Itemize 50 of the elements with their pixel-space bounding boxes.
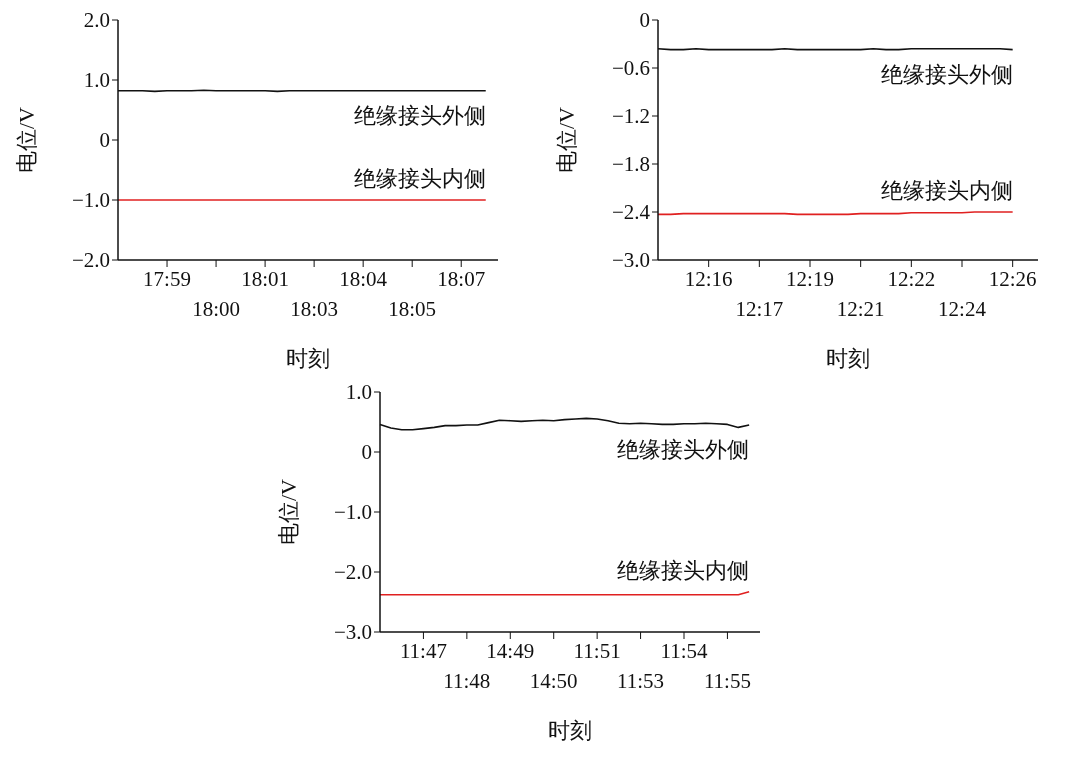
x-tick-label: 14:50 <box>529 669 578 693</box>
series-label: 绝缘接头内侧 <box>353 166 486 191</box>
series-label: 绝缘接头内侧 <box>617 557 750 583</box>
y-tick-label: −1.0 <box>333 500 372 524</box>
y-tick-label: −1.8 <box>611 152 650 176</box>
y-tick-label: −1.0 <box>71 188 110 212</box>
x-axis-title: 时刻 <box>286 346 330 371</box>
x-tick-label: 11:51 <box>573 639 621 663</box>
y-tick-label: −2.0 <box>71 248 110 272</box>
y-axis-title: 电位/V <box>275 478 301 545</box>
x-tick-label: 11:55 <box>703 669 751 693</box>
x-tick-label: 12:26 <box>988 267 1037 291</box>
x-tick-label: 18:04 <box>339 267 388 291</box>
x-tick-label: 11:48 <box>443 669 491 693</box>
series-label: 绝缘接头外侧 <box>617 437 750 462</box>
x-tick-label: 18:03 <box>290 297 339 321</box>
x-tick-label: 18:01 <box>241 267 290 291</box>
y-tick-label: −0.6 <box>611 56 650 80</box>
y-tick-label: 1.0 <box>83 68 110 92</box>
x-tick-label: 12:22 <box>887 267 936 291</box>
x-tick-label: 17:59 <box>143 267 191 291</box>
y-tick-label: −1.2 <box>611 104 650 128</box>
x-tick-label: 18:05 <box>388 297 437 321</box>
x-axis-title: 时刻 <box>826 346 870 371</box>
series-label: 绝缘接头外侧 <box>880 61 1013 87</box>
x-tick-label: 12:21 <box>836 297 885 321</box>
x-tick-label: 12:17 <box>735 297 784 321</box>
x-tick-label: 11:54 <box>660 639 709 663</box>
y-tick-label: 0 <box>361 440 372 464</box>
y-axis-title: 电位/V <box>13 106 39 173</box>
x-tick-label: 18:07 <box>437 267 486 291</box>
x-tick-label: 18:00 <box>192 297 240 321</box>
y-axis-title: 电位/V <box>553 106 579 173</box>
y-tick-label: 2.0 <box>83 8 110 32</box>
series-label: 绝缘接头外侧 <box>353 102 486 128</box>
x-tick-label: 12:24 <box>938 297 987 321</box>
y-tick-label: −3.0 <box>611 248 650 272</box>
y-tick-label: −2.4 <box>611 200 651 224</box>
x-tick-label: 12:16 <box>684 267 733 291</box>
x-tick-label: 14:49 <box>486 639 535 663</box>
series-label: 绝缘接头内侧 <box>880 178 1013 203</box>
y-tick-label: 1.0 <box>345 380 372 404</box>
y-tick-label: 0 <box>639 8 650 32</box>
x-tick-label: 12:19 <box>786 267 834 291</box>
x-tick-label: 11:53 <box>617 669 665 693</box>
x-tick-label: 11:47 <box>399 639 447 663</box>
y-tick-label: −3.0 <box>333 620 372 644</box>
y-tick-label: 0 <box>99 128 110 152</box>
y-tick-label: −2.0 <box>333 560 372 584</box>
x-axis-title: 时刻 <box>548 718 592 743</box>
